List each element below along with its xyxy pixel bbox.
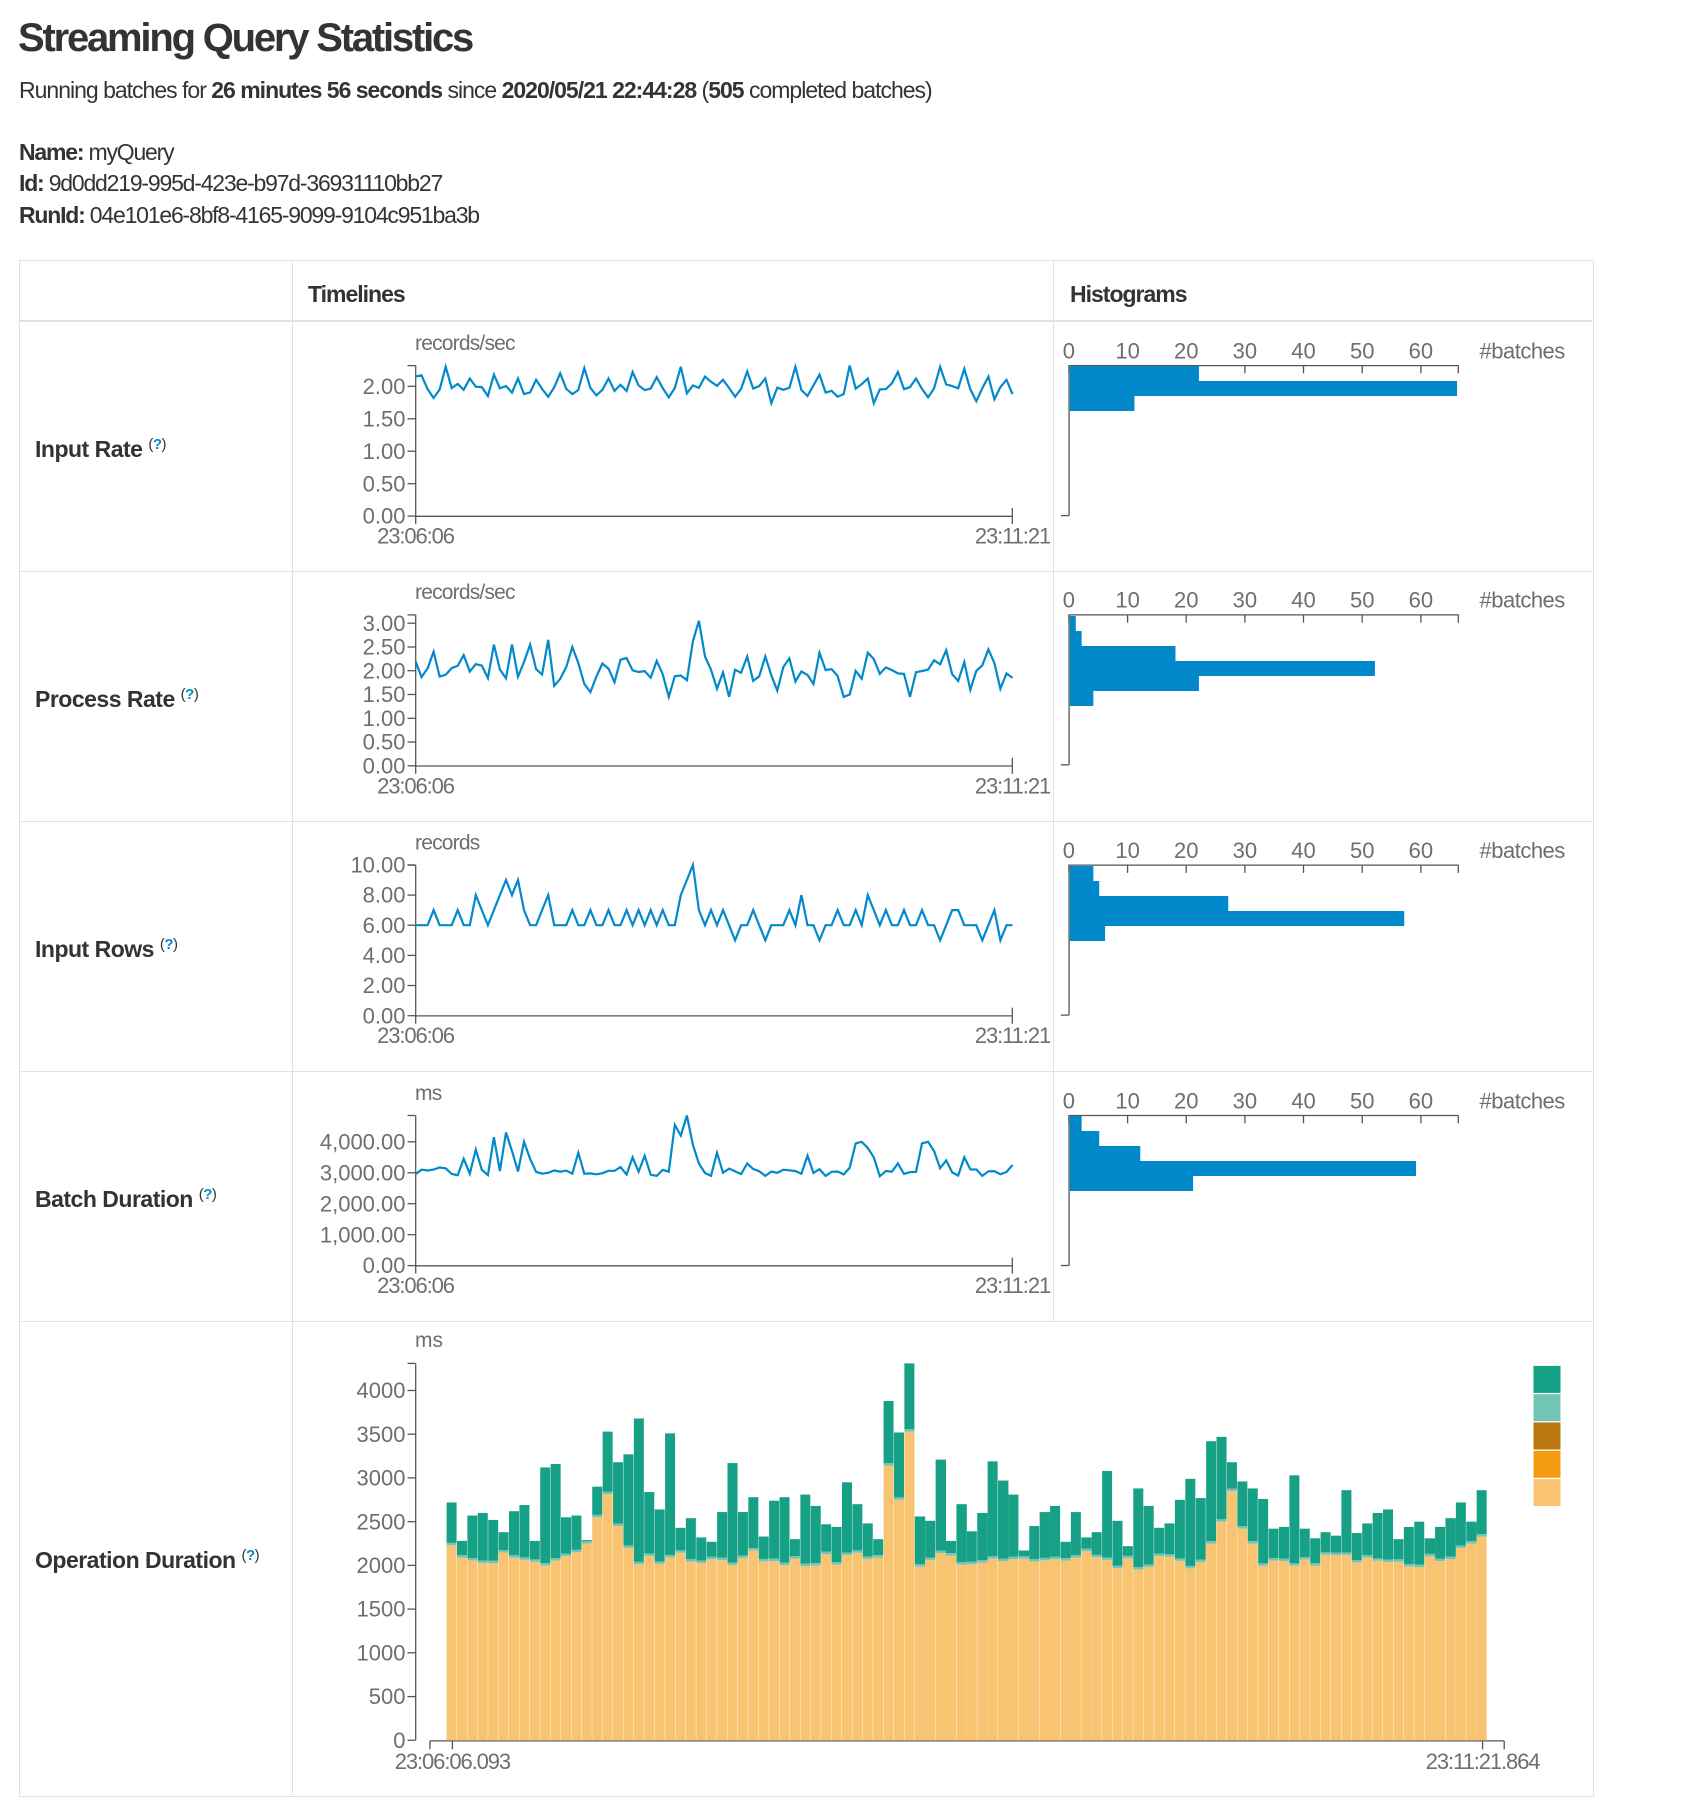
svg-text:40: 40 xyxy=(1291,338,1315,363)
svg-text:50: 50 xyxy=(1350,588,1374,613)
svg-text:10: 10 xyxy=(1115,838,1139,863)
svg-text:0.00: 0.00 xyxy=(363,1003,406,1028)
svg-text:50: 50 xyxy=(1350,338,1374,363)
svg-text:0: 0 xyxy=(1063,588,1075,613)
svg-text:20: 20 xyxy=(1174,338,1198,363)
svg-text:50: 50 xyxy=(1350,1088,1374,1113)
svg-text:1,000.00: 1,000.00 xyxy=(320,1222,406,1247)
svg-text:1.50: 1.50 xyxy=(363,406,406,431)
svg-text:0.00: 0.00 xyxy=(363,1253,406,1278)
svg-text:2.50: 2.50 xyxy=(363,635,406,660)
svg-text:0.50: 0.50 xyxy=(363,471,406,496)
svg-text:60: 60 xyxy=(1409,588,1433,613)
svg-text:500: 500 xyxy=(369,1684,406,1709)
svg-text:23:06:06: 23:06:06 xyxy=(377,1023,455,1048)
svg-text:2.00: 2.00 xyxy=(363,374,406,399)
svg-text:3.00: 3.00 xyxy=(363,611,406,636)
svg-text:23:11:21: 23:11:21 xyxy=(975,773,1051,798)
svg-text:0: 0 xyxy=(393,1728,405,1753)
svg-text:3000: 3000 xyxy=(357,1466,406,1491)
svg-text:10: 10 xyxy=(1115,588,1139,613)
svg-text:1.50: 1.50 xyxy=(363,682,406,707)
svg-text:3,000.00: 3,000.00 xyxy=(320,1160,406,1185)
svg-text:ms: ms xyxy=(415,1329,443,1352)
svg-text:#batches: #batches xyxy=(1480,338,1566,363)
svg-text:20: 20 xyxy=(1174,1088,1198,1113)
svg-text:8.00: 8.00 xyxy=(363,883,406,908)
svg-text:records/sec: records/sec xyxy=(415,581,515,604)
svg-text:3500: 3500 xyxy=(357,1422,406,1447)
svg-text:0: 0 xyxy=(1063,1088,1075,1113)
svg-text:10.00: 10.00 xyxy=(350,853,405,878)
svg-text:#batches: #batches xyxy=(1480,588,1566,613)
svg-text:20: 20 xyxy=(1174,588,1198,613)
svg-text:23:06:06: 23:06:06 xyxy=(377,524,455,549)
svg-text:1.00: 1.00 xyxy=(363,439,406,464)
svg-text:0.00: 0.00 xyxy=(363,504,406,529)
svg-text:30: 30 xyxy=(1233,1088,1257,1113)
svg-text:40: 40 xyxy=(1291,838,1315,863)
svg-text:60: 60 xyxy=(1409,338,1433,363)
svg-text:6.00: 6.00 xyxy=(363,913,406,938)
svg-text:2,000.00: 2,000.00 xyxy=(320,1191,406,1216)
svg-text:0: 0 xyxy=(1063,338,1075,363)
svg-text:23:11:21: 23:11:21 xyxy=(975,524,1051,549)
svg-text:2000: 2000 xyxy=(357,1553,406,1578)
svg-text:40: 40 xyxy=(1291,588,1315,613)
svg-text:2.00: 2.00 xyxy=(363,658,406,683)
svg-text:20: 20 xyxy=(1174,838,1198,863)
svg-text:1.00: 1.00 xyxy=(363,706,406,731)
svg-text:23:11:21.864: 23:11:21.864 xyxy=(1426,1749,1540,1774)
svg-text:23:11:21: 23:11:21 xyxy=(975,1273,1051,1298)
svg-text:1500: 1500 xyxy=(357,1597,406,1622)
svg-text:0: 0 xyxy=(1063,838,1075,863)
svg-text:23:06:06.093: 23:06:06.093 xyxy=(395,1749,511,1774)
svg-text:2.00: 2.00 xyxy=(363,973,406,998)
svg-text:2500: 2500 xyxy=(357,1509,406,1534)
svg-text:4.00: 4.00 xyxy=(363,943,406,968)
svg-text:records: records xyxy=(415,831,480,854)
svg-text:30: 30 xyxy=(1233,338,1257,363)
svg-text:30: 30 xyxy=(1233,588,1257,613)
svg-text:4000: 4000 xyxy=(357,1378,406,1403)
svg-text:40: 40 xyxy=(1291,1088,1315,1113)
svg-text:10: 10 xyxy=(1115,1088,1139,1113)
svg-text:30: 30 xyxy=(1233,838,1257,863)
svg-text:10: 10 xyxy=(1115,338,1139,363)
svg-text:23:11:21: 23:11:21 xyxy=(975,1023,1051,1048)
svg-text:0.50: 0.50 xyxy=(363,730,406,755)
svg-text:4,000.00: 4,000.00 xyxy=(320,1129,406,1154)
svg-text:23:06:06: 23:06:06 xyxy=(377,1273,455,1298)
svg-text:0.00: 0.00 xyxy=(363,753,406,778)
svg-text:23:06:06: 23:06:06 xyxy=(377,773,455,798)
svg-text:1000: 1000 xyxy=(357,1640,406,1665)
svg-text:60: 60 xyxy=(1409,1088,1433,1113)
svg-text:60: 60 xyxy=(1409,838,1433,863)
svg-text:50: 50 xyxy=(1350,838,1374,863)
svg-text:#batches: #batches xyxy=(1480,838,1566,863)
svg-text:ms: ms xyxy=(415,1082,442,1105)
svg-text:#batches: #batches xyxy=(1480,1088,1566,1113)
svg-text:records/sec: records/sec xyxy=(415,332,515,355)
